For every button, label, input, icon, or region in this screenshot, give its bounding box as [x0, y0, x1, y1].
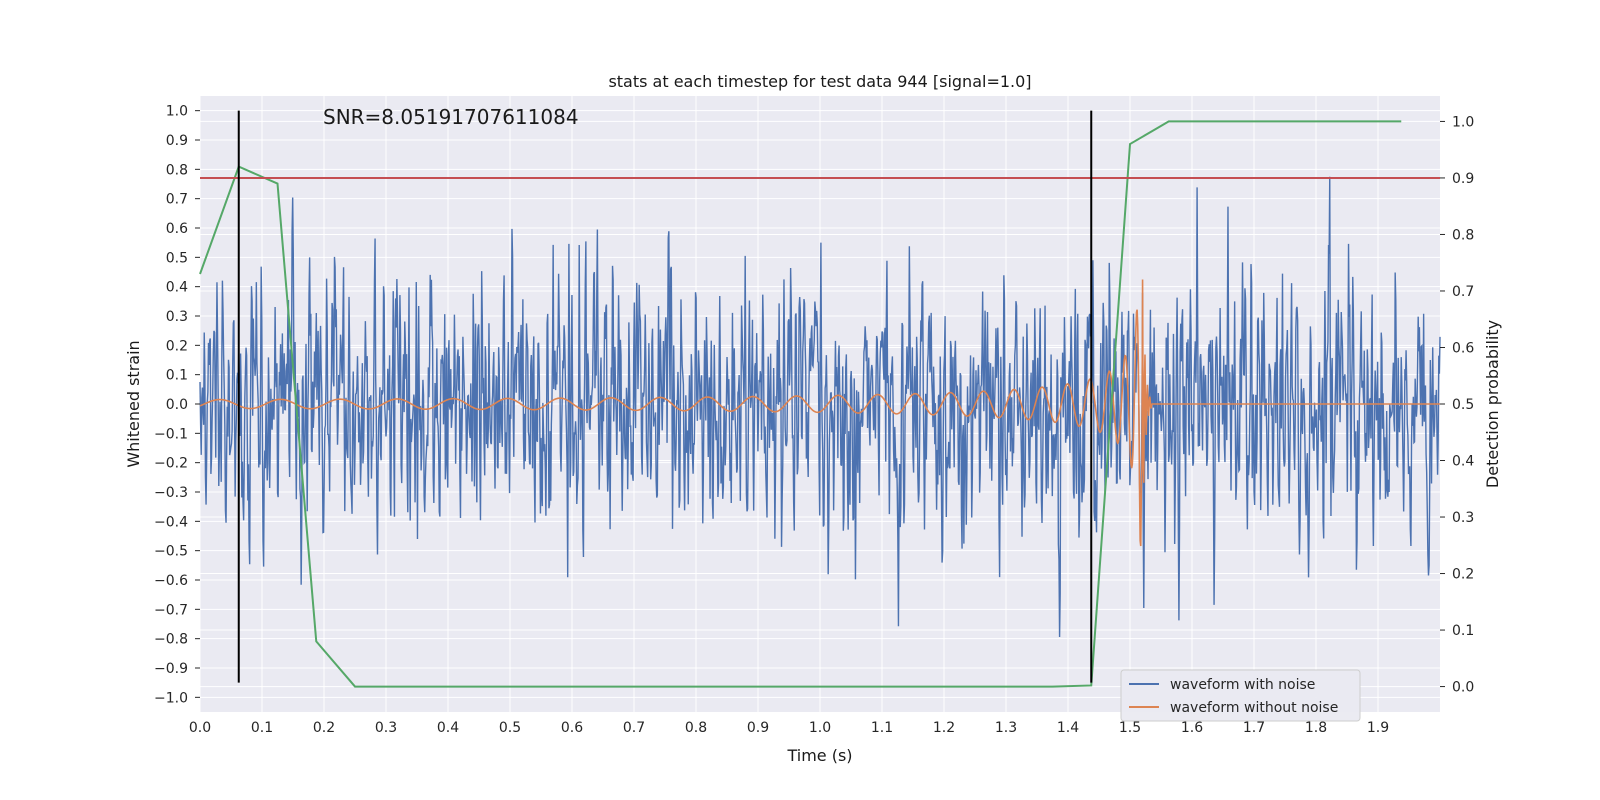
- x-tick-label: 0.0: [189, 720, 211, 736]
- y2-tick-label: 0.2: [1452, 567, 1474, 583]
- legend: waveform with noise waveform without noi…: [1120, 669, 1361, 722]
- y-tick-label: −0.9: [154, 661, 188, 677]
- y-axis-ticks: 1.0 0.9 0.8 0.7 0.6 0.5 0.4 0.3 0.2 0.1 0.0 −0.1 −0.…: [154, 104, 200, 706]
- legend-label-chirp: waveform without noise: [1170, 700, 1338, 716]
- y2-tick-label: 0.6: [1452, 340, 1474, 356]
- y2-tick-label: 0.3: [1452, 510, 1474, 526]
- x-tick-label: 0.2: [313, 720, 335, 736]
- y2-tick-label: 0.9: [1452, 171, 1474, 187]
- x-tick-label: 1.7: [1243, 720, 1265, 736]
- y-tick-label: 0.6: [166, 221, 188, 237]
- chirp-line: [199, 279, 1440, 547]
- y-tick-label: 0.9: [166, 133, 188, 149]
- y-tick-label: 0.5: [166, 250, 188, 266]
- legend-label-noise: waveform with noise: [1170, 677, 1315, 693]
- y-tick-label: −0.2: [154, 456, 188, 472]
- x-tick-label: 0.4: [437, 720, 459, 736]
- series-waveform-without-noise: [199, 279, 1440, 547]
- y2-tick-label: 0.5: [1452, 397, 1474, 413]
- y2-tick-label: 1.0: [1452, 114, 1474, 130]
- y-tick-label: 0.0: [166, 397, 188, 413]
- y-tick-label: −0.5: [154, 544, 188, 560]
- y2-axis-label: Detection probability: [1483, 320, 1502, 488]
- vertical-markers: [237, 110, 1093, 683]
- y-tick-label: −0.7: [154, 602, 188, 618]
- x-tick-label: 1.1: [871, 720, 893, 736]
- x-axis-label: Time (s): [786, 746, 852, 765]
- legend-box: [1120, 669, 1361, 722]
- y2-tick-label: 0.1: [1452, 623, 1474, 639]
- y2-tick-label: 0.8: [1452, 227, 1474, 243]
- y-tick-label: −0.8: [154, 632, 188, 648]
- x-tick-label: 1.4: [1057, 720, 1079, 736]
- x-tick-label: 1.6: [1181, 720, 1203, 736]
- x-tick-label: 1.0: [809, 720, 831, 736]
- x-tick-label: 1.2: [933, 720, 955, 736]
- x-tick-label: 1.5: [1119, 720, 1141, 736]
- x-tick-label: 1.9: [1367, 720, 1389, 736]
- y-tick-label: 0.7: [166, 192, 188, 208]
- y-tick-label: 0.4: [166, 280, 188, 296]
- snr-annotation: SNR=8.05191707611084: [323, 105, 579, 129]
- y-tick-label: 0.1: [166, 368, 188, 384]
- y-tick-label: 0.3: [166, 309, 188, 325]
- y2-axis-ticks: 1.0 0.9 0.8 0.7 0.6 0.5 0.4 0.3 0.2 0.1 0.0: [1440, 114, 1474, 696]
- probability-line: [199, 120, 1402, 688]
- x-tick-label: 0.8: [685, 720, 707, 736]
- y2-tick-label: 0.0: [1452, 680, 1474, 696]
- x-tick-label: 0.7: [623, 720, 645, 736]
- x-tick-label: 0.5: [499, 720, 521, 736]
- y-tick-label: −0.1: [154, 426, 188, 442]
- chart-title: stats at each timestep for test data 944…: [608, 72, 1031, 91]
- x-axis-ticks: 0.0 0.1 0.2 0.3 0.4 0.5 0.6 0.7 0.8 0.9 1.0 1.1 1.2 1…: [189, 720, 1389, 736]
- y-tick-label: −0.6: [154, 573, 188, 589]
- y-tick-label: 0.8: [166, 162, 188, 178]
- y-axis-label: Whitened strain: [124, 340, 143, 467]
- y-tick-label: 1.0: [166, 104, 188, 120]
- x-tick-label: 0.3: [375, 720, 397, 736]
- x-tick-label: 1.8: [1305, 720, 1327, 736]
- y-tick-label: −0.4: [154, 514, 188, 530]
- y-tick-label: −0.3: [154, 485, 188, 501]
- y-tick-label: 0.2: [166, 338, 188, 354]
- series-detection-probability: [199, 120, 1402, 688]
- y2-tick-label: 0.7: [1452, 284, 1474, 300]
- y-tick-label: −1.0: [154, 690, 188, 706]
- x-tick-label: 0.6: [561, 720, 583, 736]
- x-tick-label: 1.3: [995, 720, 1017, 736]
- x-tick-label: 0.1: [251, 720, 273, 736]
- x-tick-label: 0.9: [747, 720, 769, 736]
- y2-tick-label: 0.4: [1452, 454, 1474, 470]
